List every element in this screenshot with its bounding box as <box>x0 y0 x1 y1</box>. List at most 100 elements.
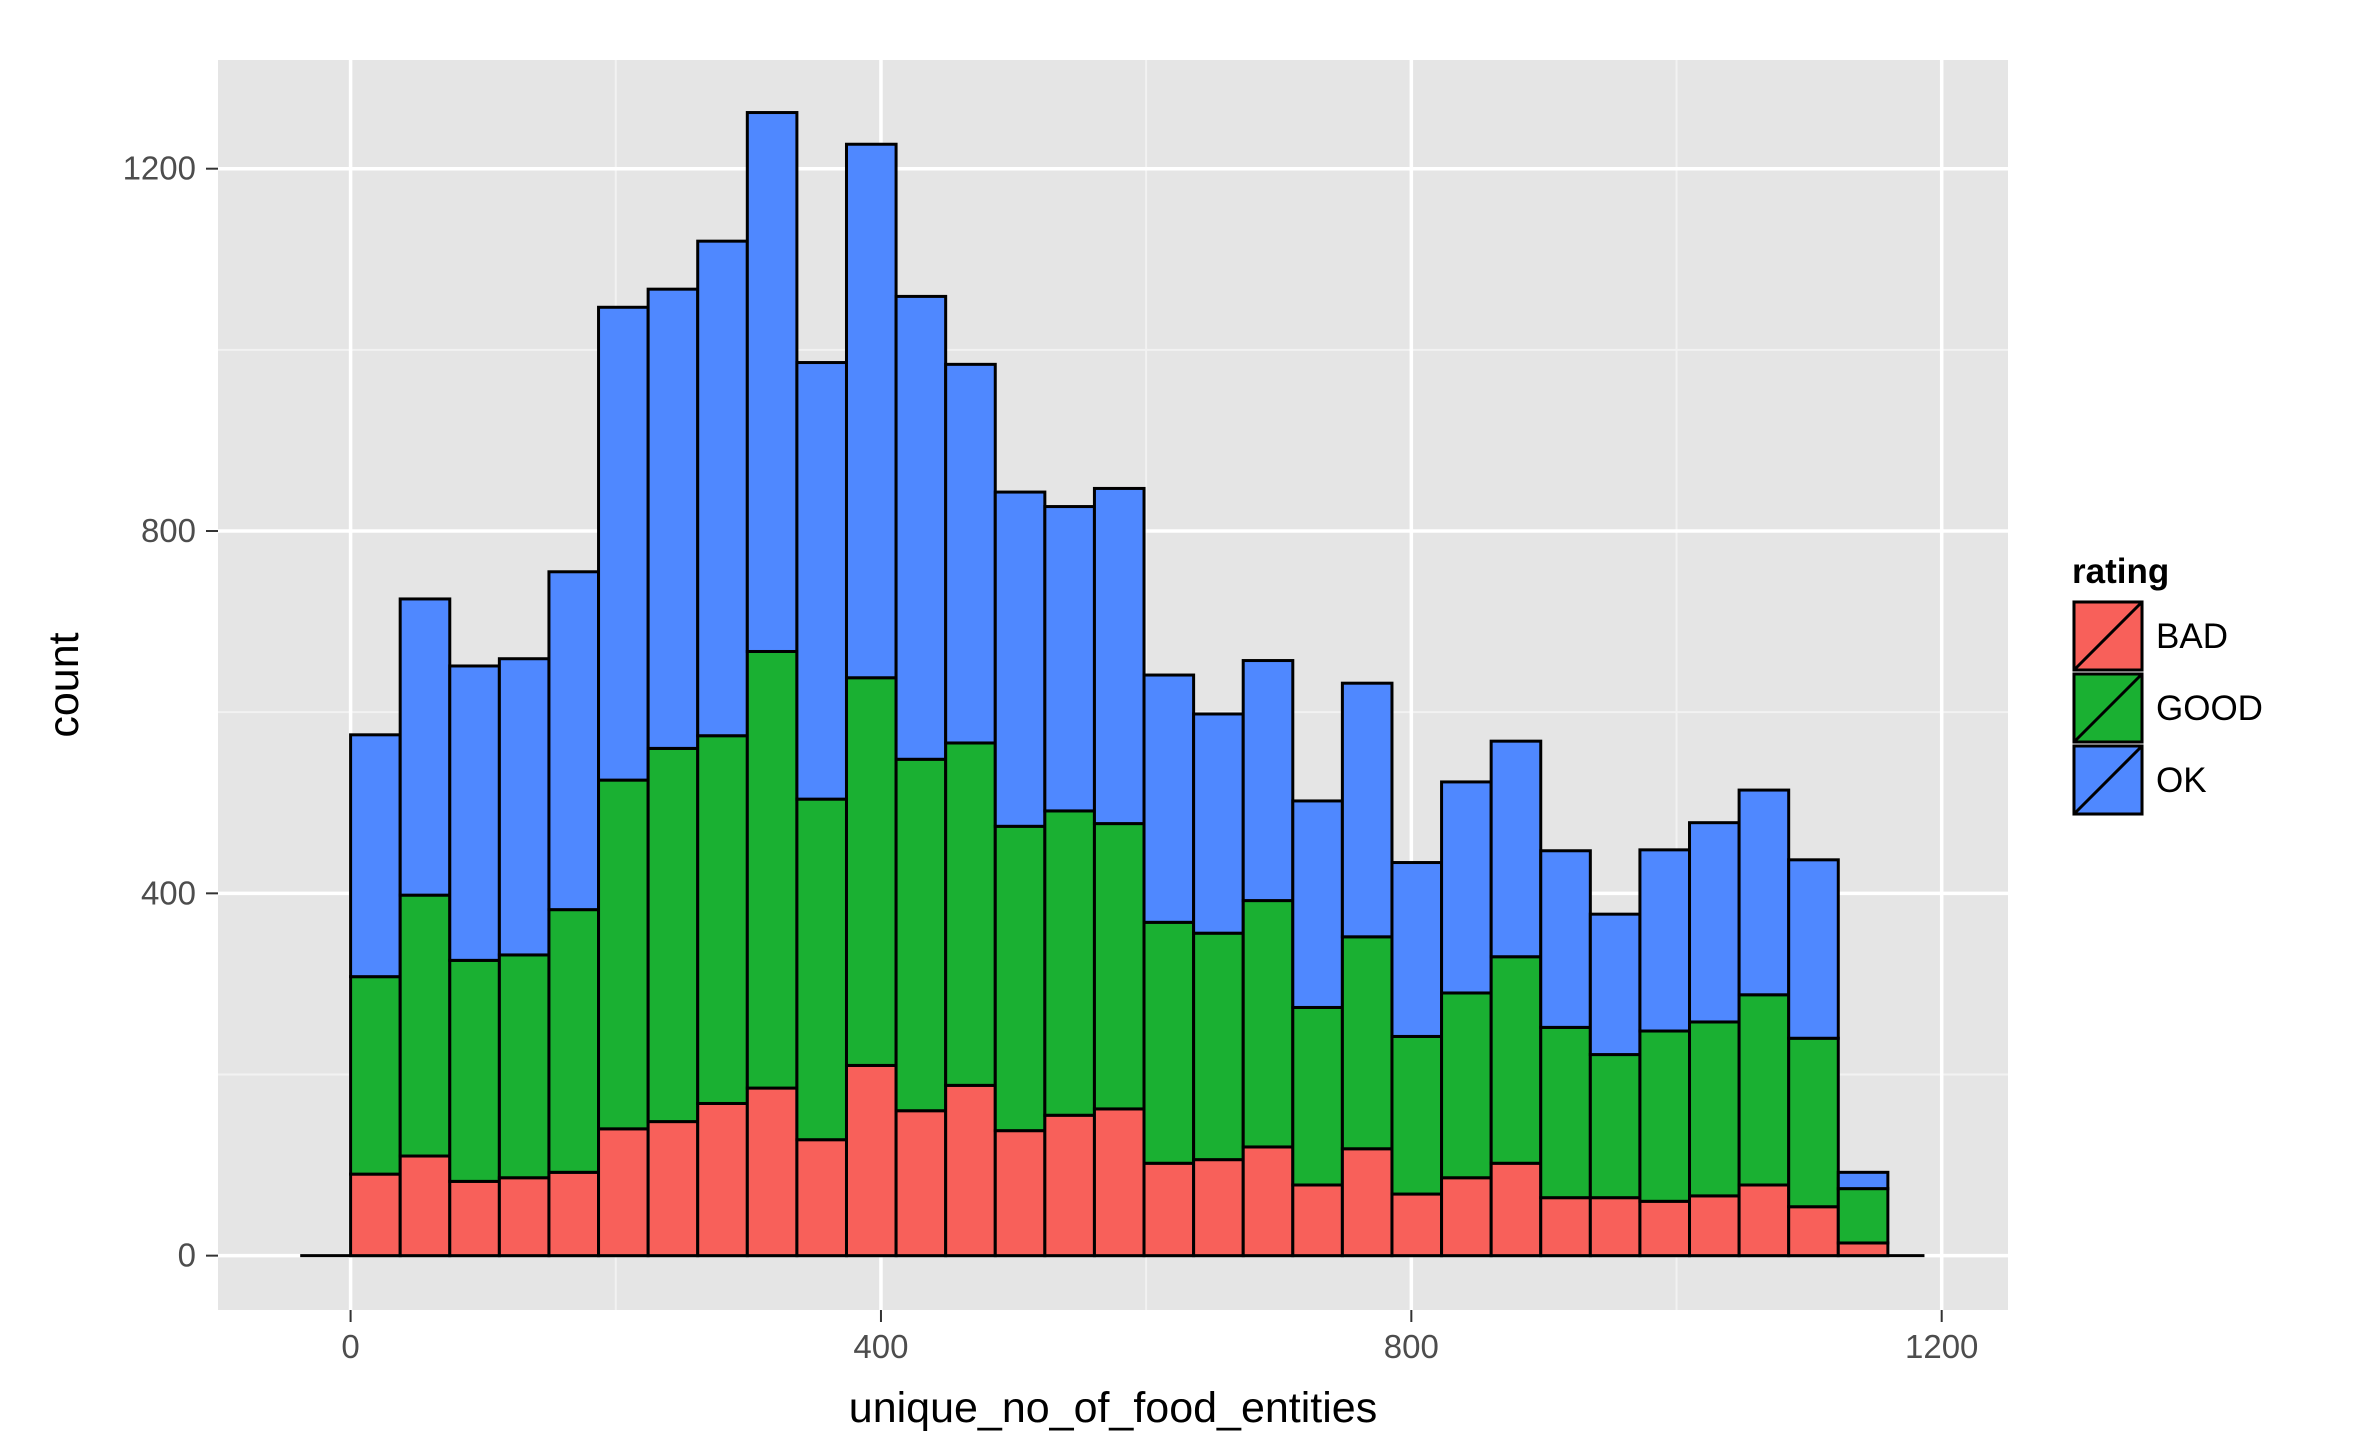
bar-bad <box>1588 1196 1642 1258</box>
y-tick-label: 0 <box>178 1237 196 1274</box>
bar-bad <box>1737 1183 1791 1258</box>
bar-good <box>1241 899 1295 1149</box>
bar-bad <box>646 1120 700 1258</box>
legend-title: rating <box>2072 552 2169 591</box>
bar-ok <box>1092 486 1146 826</box>
bar-ok <box>547 570 601 912</box>
bar-bad <box>795 1138 848 1258</box>
bar-good <box>1836 1187 1890 1245</box>
bar-good <box>696 734 749 1105</box>
bar-bad <box>597 1127 650 1258</box>
bar-ok <box>1539 849 1592 1029</box>
bar-good <box>745 649 799 1090</box>
bar-ok <box>1291 799 1344 1009</box>
bar-bad <box>1192 1158 1245 1258</box>
bar-ok <box>349 733 402 979</box>
bar-bad <box>497 1176 551 1258</box>
bar-good <box>993 824 1047 1133</box>
y-axis: 0 400 800 1200 <box>123 150 218 1274</box>
bar-bad <box>1390 1192 1444 1258</box>
bar-good <box>448 958 501 1183</box>
bar-good <box>1043 809 1096 1117</box>
legend-label-bad: BAD <box>2156 617 2228 656</box>
bar-bad <box>1340 1147 1394 1258</box>
bar-bad <box>1836 1241 1890 1258</box>
bar-ok <box>1836 1170 1890 1191</box>
bar-bad <box>1291 1183 1344 1258</box>
bar-ok <box>1638 848 1692 1033</box>
legend-label-good: GOOD <box>2156 689 2263 728</box>
bar-ok <box>1340 681 1394 939</box>
x-tick-label: 0 <box>341 1328 359 1365</box>
bar-good <box>1737 993 1791 1187</box>
bar-bad <box>1489 1161 1543 1258</box>
legend-key-slash <box>2072 600 2144 672</box>
y-tick-label: 800 <box>141 512 196 549</box>
legend-key-slash <box>2072 672 2144 744</box>
y-tick-label: 1200 <box>123 150 196 187</box>
bar-good <box>398 893 452 1158</box>
bar-ok <box>497 657 551 957</box>
bar-good <box>1787 1036 1840 1209</box>
bar-bad <box>1688 1194 1741 1258</box>
bar-bad <box>1092 1107 1146 1258</box>
bar-bad <box>993 1129 1047 1258</box>
bar-good <box>1340 935 1394 1151</box>
x-axis: 0 400 800 1200 <box>341 1310 1978 1365</box>
bar-bad <box>1241 1145 1295 1258</box>
bar-ok <box>844 142 898 680</box>
bar-ok <box>1390 861 1444 1038</box>
bar-ok <box>1489 739 1543 959</box>
bar-ok <box>1737 788 1791 997</box>
y-axis-title: count <box>40 632 88 737</box>
bar-ok <box>993 490 1047 828</box>
bar-good <box>1588 1053 1642 1200</box>
legend: rating BAD GOOD OK <box>2072 552 2263 816</box>
bar-ok <box>1241 659 1295 903</box>
bar-ok <box>1043 505 1096 813</box>
bar-ok <box>745 111 799 653</box>
bar-ok <box>597 305 650 782</box>
bar-good <box>1489 955 1543 1165</box>
bar-good <box>1192 931 1245 1162</box>
bar-good <box>597 778 650 1131</box>
bar-bad <box>1638 1199 1692 1258</box>
bar-bad <box>1787 1205 1840 1258</box>
bar-ok <box>646 287 700 750</box>
bar-bad <box>894 1109 948 1258</box>
bar-good <box>349 975 402 1176</box>
bar-bad <box>398 1154 452 1258</box>
bar-bad <box>696 1101 749 1258</box>
bar-bad <box>547 1170 601 1258</box>
bar-bad <box>745 1086 799 1258</box>
bar-good <box>1539 1025 1592 1200</box>
bar-bad <box>1142 1161 1196 1258</box>
bar-ok <box>894 294 948 761</box>
legend-label-ok: OK <box>2156 761 2207 800</box>
bar-good <box>497 953 551 1180</box>
bar-good <box>1092 822 1146 1111</box>
bar-ok <box>448 664 501 962</box>
bar-bad <box>1440 1176 1493 1258</box>
bar-bad <box>1043 1113 1096 1258</box>
x-tick-label: 800 <box>1384 1328 1439 1365</box>
bar-bad <box>944 1083 997 1258</box>
legend-key-slash <box>2072 744 2144 816</box>
bar-good <box>894 757 948 1113</box>
bar-good <box>1638 1029 1692 1203</box>
bar-ok <box>1688 821 1741 1024</box>
bar-bad <box>448 1179 501 1258</box>
bar-ok <box>1440 780 1493 995</box>
x-tick-label: 1200 <box>1905 1328 1978 1365</box>
x-axis-title: unique_no_of_food_entities <box>849 1384 1377 1432</box>
histogram-bars <box>349 111 1890 1258</box>
bar-good <box>1440 991 1493 1180</box>
bar-ok <box>795 361 848 801</box>
bar-bad <box>844 1063 898 1258</box>
bar-good <box>1688 1020 1741 1198</box>
bar-ok <box>1142 673 1196 924</box>
bar-bad <box>1539 1196 1592 1258</box>
bar-ok <box>398 597 452 897</box>
bar-good <box>646 746 700 1124</box>
bar-good <box>1142 920 1196 1165</box>
